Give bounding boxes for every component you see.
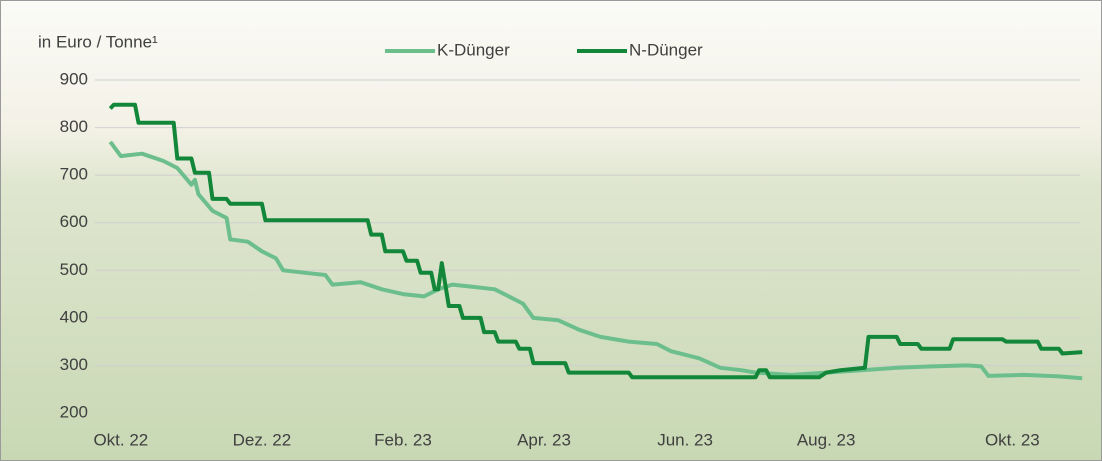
x-tick-label: Aug. 23: [797, 430, 856, 449]
x-tick-label: Okt. 23: [985, 430, 1040, 449]
x-tick-label: Dez. 22: [233, 430, 292, 449]
x-tick-label: Apr. 23: [517, 430, 571, 449]
data-line: [108, 102, 1083, 380]
y-tick-label: 700: [60, 165, 88, 184]
y-tick-label: 900: [60, 69, 88, 88]
legend-label: N-Dünger: [629, 40, 703, 59]
x-tick-label: Jun. 23: [657, 430, 713, 449]
y-axis-label: in Euro / Tonne¹: [38, 32, 158, 51]
y-tick-label: 200: [60, 402, 88, 421]
x-tick-label: Feb. 23: [374, 430, 432, 449]
y-tick-label: 300: [60, 355, 88, 374]
y-tick-label: 500: [60, 260, 88, 279]
y-tick-label: 400: [60, 307, 88, 326]
legend-label: K-Dünger: [437, 40, 510, 59]
y-tick-label: 600: [60, 212, 88, 231]
y-tick-label: 800: [60, 117, 88, 136]
x-tick-label: Okt. 22: [93, 430, 148, 449]
